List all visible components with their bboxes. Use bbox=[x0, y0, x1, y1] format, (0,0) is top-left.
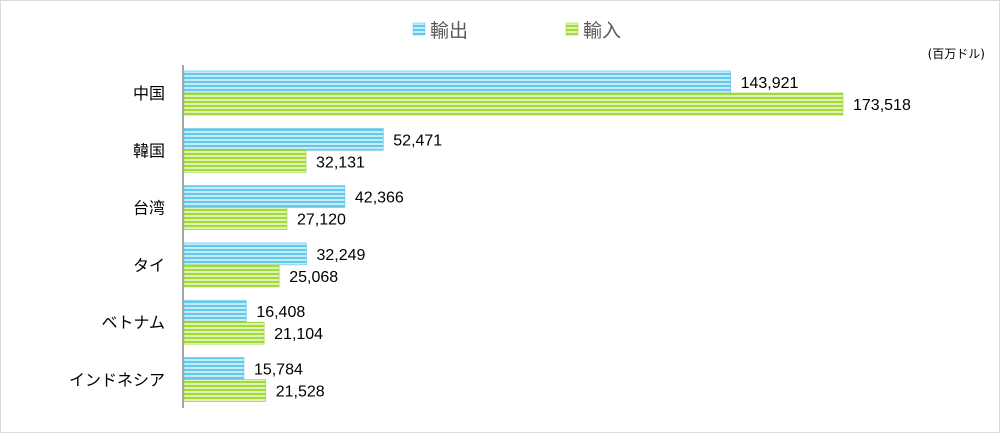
data-label-import: 27,120 bbox=[297, 212, 346, 229]
bar-export bbox=[183, 128, 384, 151]
data-label-import: 173,518 bbox=[853, 97, 911, 114]
legend-swatch-export bbox=[412, 22, 426, 36]
bar-export bbox=[183, 242, 307, 266]
data-label-export: 16,408 bbox=[256, 304, 305, 321]
unit-label: (百万ドル) bbox=[928, 47, 985, 61]
bar-import bbox=[183, 92, 844, 116]
bar-import bbox=[183, 264, 280, 288]
legend: 輸出 輸入 bbox=[412, 20, 621, 42]
plot-area: 中国 143,921 173,518 韓国 52,471 32,131 台湾 42,366 27… bbox=[69, 70, 911, 402]
data-label-export: 52,471 bbox=[393, 132, 442, 149]
bar-import bbox=[183, 321, 265, 345]
data-label-export: 42,366 bbox=[355, 190, 404, 207]
legend-label-export: 輸出 bbox=[430, 20, 468, 42]
data-label-import: 21,528 bbox=[276, 384, 325, 401]
data-label-import: 32,131 bbox=[316, 154, 365, 171]
bar-export bbox=[183, 185, 346, 208]
bar-import bbox=[183, 379, 267, 402]
bar-export bbox=[183, 299, 247, 323]
category-label: 台湾 bbox=[133, 199, 165, 218]
legend-label-import: 輸入 bbox=[583, 20, 621, 42]
category-label: 中国 bbox=[133, 84, 165, 103]
bar-export bbox=[183, 357, 245, 380]
bar-import bbox=[183, 150, 307, 173]
bar-export bbox=[183, 70, 731, 94]
data-label-export: 32,249 bbox=[316, 247, 365, 264]
data-label-export: 143,921 bbox=[741, 75, 799, 92]
category-label: ベトナム bbox=[101, 313, 165, 332]
data-label-export: 15,784 bbox=[254, 362, 303, 379]
data-label-import: 21,104 bbox=[274, 326, 323, 343]
bar-import bbox=[183, 207, 288, 230]
legend-swatch-import bbox=[565, 22, 579, 36]
category-label: 韓国 bbox=[133, 141, 165, 160]
category-label: インドネシア bbox=[69, 371, 165, 390]
category-label: タイ bbox=[133, 256, 165, 275]
data-label-import: 25,068 bbox=[289, 269, 338, 286]
